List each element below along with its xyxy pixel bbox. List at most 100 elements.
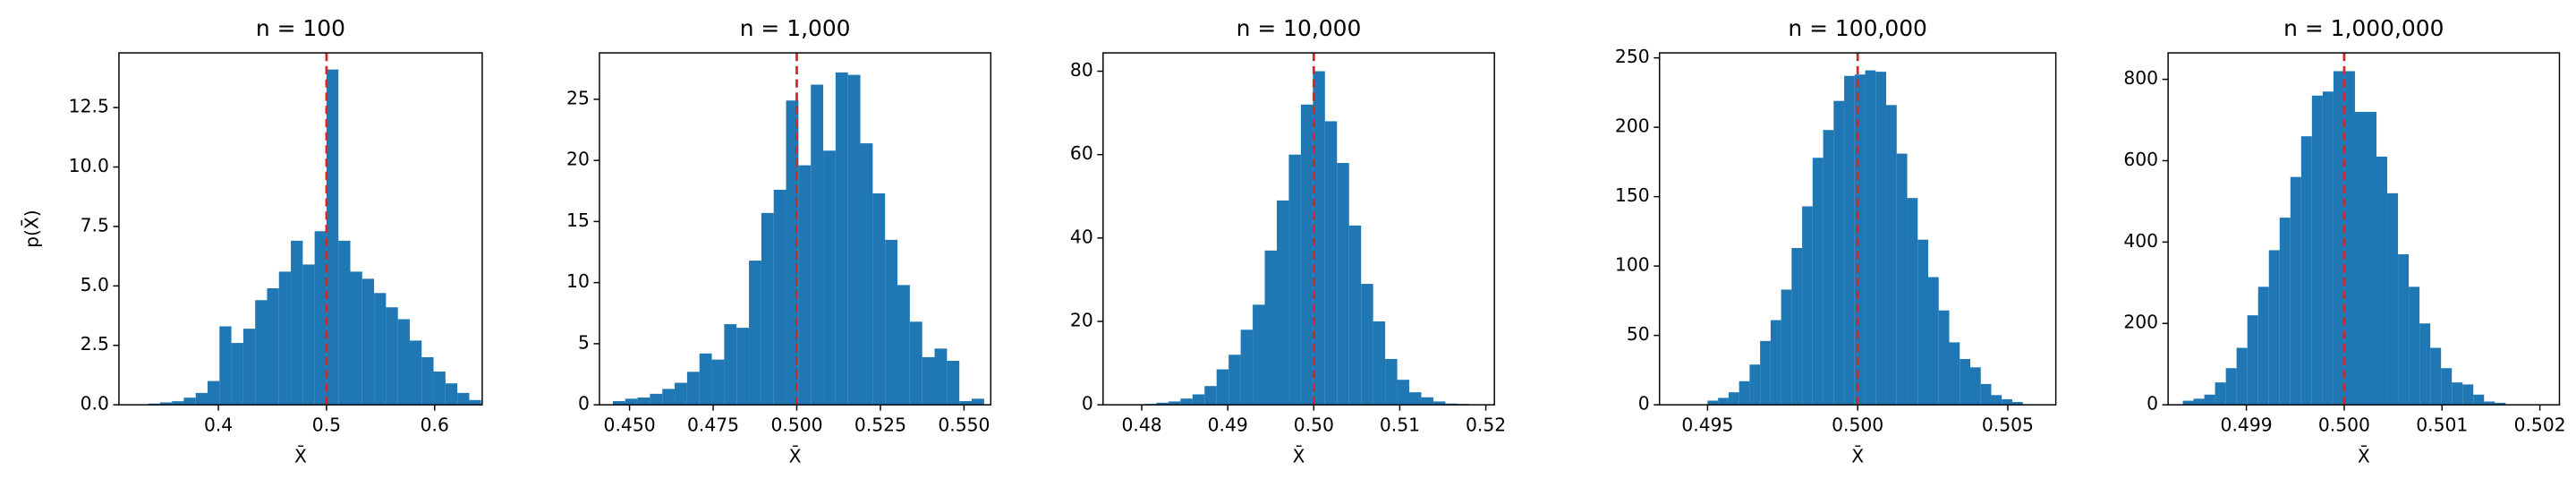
bar — [2002, 398, 2012, 406]
bar — [208, 381, 220, 406]
y-tick-label: 20 — [1070, 309, 1093, 330]
bar — [2300, 136, 2312, 406]
bar — [811, 84, 824, 406]
bar — [736, 328, 750, 406]
bar — [1253, 304, 1265, 406]
bar — [231, 343, 243, 406]
bar — [1865, 70, 1876, 406]
bar — [823, 150, 836, 406]
bar — [1192, 394, 1205, 406]
x-tick-label: 0.525 — [854, 415, 906, 436]
y-tick-label: 250 — [1615, 46, 1650, 67]
bar — [2279, 218, 2291, 406]
bar — [2182, 400, 2194, 406]
bar — [1854, 74, 1866, 406]
bar — [433, 371, 446, 406]
bar — [1875, 72, 1887, 406]
bar — [1760, 340, 1771, 406]
bar — [909, 321, 922, 406]
chart-title: n = 1,000,000 — [2283, 15, 2444, 41]
bar — [934, 348, 948, 406]
bar — [159, 402, 173, 406]
bar — [2376, 156, 2388, 406]
bar — [922, 356, 935, 406]
bar — [1844, 75, 1855, 406]
bar — [1373, 321, 1386, 406]
x-tick-label: 0.5 — [312, 415, 341, 436]
y-tick-label: 40 — [1070, 226, 1093, 247]
bar — [1917, 239, 1929, 406]
chart-title: n = 100 — [256, 15, 345, 41]
x-tick-label: 0.4 — [204, 415, 233, 436]
x-tick-label: 0.499 — [2221, 415, 2273, 436]
bar — [1896, 153, 1908, 406]
y-tick-label: 12.5 — [69, 96, 109, 117]
bar — [773, 189, 786, 406]
bar — [699, 353, 712, 406]
bar — [2343, 71, 2355, 406]
bar — [1991, 395, 2002, 406]
axes-frame — [2167, 52, 2561, 406]
bar — [2011, 402, 2023, 406]
bar — [872, 193, 886, 406]
bar — [2257, 286, 2269, 406]
y-tick-label: 0 — [2147, 393, 2158, 415]
bar — [1228, 355, 1241, 406]
x-tick-label: 0.50 — [1294, 415, 1334, 436]
x-tick-label: 0.502 — [2514, 415, 2566, 436]
bar — [2462, 384, 2474, 406]
bar — [947, 360, 960, 406]
bar — [1739, 381, 1750, 406]
bar — [2387, 192, 2399, 406]
bar — [1886, 105, 1897, 406]
bar — [2215, 382, 2226, 406]
x-tick-label: 0.505 — [1982, 415, 2034, 436]
x-tick-label: 0.495 — [1681, 415, 1733, 436]
bar — [1409, 392, 1422, 406]
bar — [711, 359, 725, 406]
chart-title: n = 1,000 — [740, 15, 851, 41]
bar — [386, 307, 398, 406]
bar — [1812, 158, 1824, 406]
bar — [374, 293, 387, 406]
bar — [2247, 315, 2258, 406]
bar — [421, 357, 434, 406]
bar — [314, 231, 327, 406]
bar — [625, 398, 638, 406]
bar — [1337, 163, 1349, 406]
bar — [662, 389, 676, 406]
bar — [2333, 71, 2344, 406]
bar — [2236, 347, 2248, 406]
bar — [291, 240, 303, 406]
bar — [798, 165, 812, 406]
y-tick-label: 100 — [1615, 254, 1650, 276]
bar — [2268, 250, 2280, 406]
bar — [172, 401, 184, 406]
y-tick-label: 5 — [578, 331, 590, 353]
y-tick-label: 60 — [1070, 142, 1093, 164]
bar — [1385, 358, 1398, 406]
bar — [2193, 398, 2205, 406]
chart-title: n = 100,000 — [1788, 15, 1926, 41]
y-tick-label: 10.0 — [69, 155, 109, 176]
bar — [1204, 386, 1217, 406]
axes-frame — [118, 52, 483, 406]
bar — [1361, 284, 1373, 406]
bar — [2430, 347, 2442, 406]
bar — [1288, 154, 1301, 406]
x-tick-label: 0.500 — [770, 415, 822, 436]
bar — [267, 287, 279, 406]
bar — [302, 264, 315, 406]
bar — [242, 329, 256, 406]
bar — [2495, 402, 2506, 406]
y-tick-label: 25 — [566, 87, 590, 108]
bar — [1168, 401, 1181, 406]
bar — [219, 326, 232, 406]
x-axis-label: X̄ — [294, 445, 307, 467]
bar — [1276, 200, 1289, 406]
bar — [2409, 286, 2420, 406]
bar — [786, 100, 799, 406]
bar — [2452, 382, 2463, 406]
bar — [1823, 130, 1834, 406]
x-tick-label: 0.49 — [1208, 415, 1248, 436]
